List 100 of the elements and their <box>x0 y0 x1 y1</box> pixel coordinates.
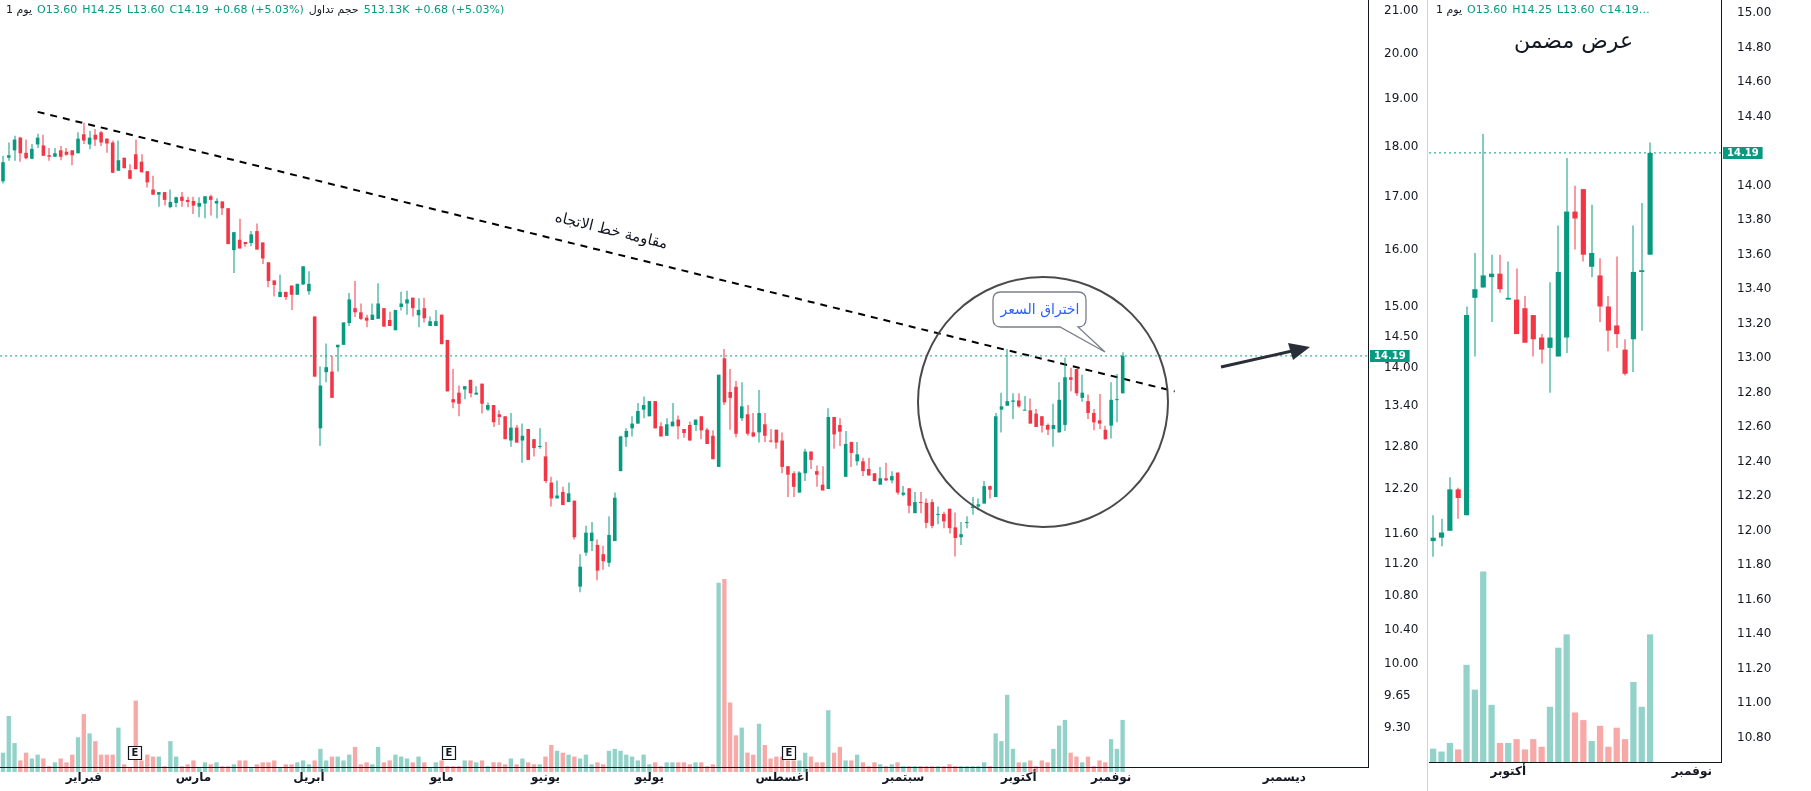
annotation: O13.60 <box>1467 3 1508 16</box>
y-tick-label: 13.40 <box>1384 398 1419 413</box>
bar <box>508 758 514 772</box>
ref-line-label: 14.19 <box>1374 350 1406 361</box>
bar <box>1488 704 1495 762</box>
bar <box>214 762 219 772</box>
annotation: E <box>785 747 793 759</box>
x-tick-label: مارس <box>175 770 212 785</box>
bar <box>1613 727 1620 762</box>
x-tick-label: أكتوبر <box>1489 763 1526 780</box>
bar <box>1480 571 1487 762</box>
bar <box>1446 742 1453 762</box>
bar <box>843 760 848 772</box>
y-tick-label: 11.60 <box>1737 591 1772 606</box>
bar <box>514 764 519 772</box>
bar <box>427 768 433 772</box>
y-tick-label: 12.80 <box>1737 384 1772 399</box>
x-tick-label: ديسمبر <box>1261 770 1306 785</box>
annotation: L13.60 <box>126 3 165 16</box>
candlestick <box>965 516 969 529</box>
y-tick-label: 11.40 <box>1737 626 1772 641</box>
bar <box>1588 741 1595 762</box>
bar <box>895 762 900 772</box>
annotation: 1 يوم <box>6 3 33 16</box>
bar <box>1571 712 1579 762</box>
text: عرض مضمن <box>1512 28 1635 53</box>
y-tick-label: 15.00 <box>1384 299 1419 314</box>
bar <box>1505 742 1512 762</box>
bar <box>520 758 525 772</box>
bar <box>1563 634 1570 762</box>
bar <box>1580 720 1587 762</box>
ref-line-label: 14.19 <box>1727 147 1759 158</box>
annotation: O13.60 <box>37 3 78 16</box>
x-tick-label: نوفمبر <box>1670 764 1712 780</box>
bar <box>1646 634 1654 762</box>
y-tick-label: 18.00 <box>1384 138 1419 153</box>
bar <box>116 727 121 772</box>
candlestick <box>451 369 455 409</box>
annotation: C14.19… <box>1599 3 1650 16</box>
bar <box>1430 748 1437 762</box>
bar <box>1471 689 1479 762</box>
y-tick-label: 11.00 <box>1737 695 1772 710</box>
x-tick-label: مايو <box>428 770 454 786</box>
bar <box>75 737 81 772</box>
x-tick-label: يونيو <box>530 770 561 786</box>
bar <box>1521 749 1529 762</box>
bar <box>1438 751 1445 762</box>
y-tick-label: 10.40 <box>1384 621 1419 636</box>
y-tick-label: 12.00 <box>1737 522 1772 537</box>
bar <box>716 582 721 772</box>
y-tick-label: 15.00 <box>1737 5 1772 20</box>
x-tick-label: يوليو <box>633 770 664 786</box>
candlestick <box>1115 374 1119 423</box>
y-tick-label: 21.00 <box>1384 2 1419 17</box>
y-tick-label: 11.60 <box>1384 525 1419 540</box>
bar <box>1630 681 1637 762</box>
annotation: E <box>445 747 453 759</box>
annotation: H14.25 <box>1512 3 1552 16</box>
y-tick-label: 12.60 <box>1737 419 1772 434</box>
bar <box>1455 749 1462 762</box>
bar <box>1108 739 1114 772</box>
candlestick <box>728 369 733 430</box>
y-tick-label: 14.60 <box>1737 74 1772 89</box>
x-tick-label: سبتمبر <box>881 770 925 785</box>
x-tick-label: نوفمبر <box>1090 770 1132 786</box>
y-tick-label: 13.80 <box>1737 212 1772 227</box>
y-tick-label: 11.20 <box>1384 556 1419 571</box>
annotation: L13.60 <box>1556 3 1595 16</box>
y-tick-label: 12.20 <box>1384 481 1419 496</box>
y-tick-label: 9.30 <box>1384 720 1411 735</box>
annotation: 1 يوم <box>1436 3 1463 16</box>
y-tick-label: 14.80 <box>1737 39 1772 54</box>
bar <box>87 733 92 772</box>
x-tick-label: أغسطس <box>755 769 809 785</box>
annotation: 513.13K <box>363 3 410 16</box>
annotation: +0.68 (+5.03%) <box>213 3 304 16</box>
bar <box>249 768 254 772</box>
x-tick-label: أكتوبر <box>1000 769 1037 786</box>
bar <box>849 760 854 772</box>
bar <box>197 768 202 772</box>
bar <box>277 768 283 772</box>
bar <box>1546 706 1554 762</box>
annotation: H14.25 <box>82 3 122 16</box>
bar <box>572 756 577 772</box>
candlestick <box>1472 252 1478 357</box>
y-tick-label: 9.65 <box>1384 687 1411 702</box>
y-tick-label: 12.20 <box>1737 488 1772 503</box>
y-tick-label: 16.00 <box>1384 242 1419 257</box>
y-tick-label: 13.00 <box>1737 350 1772 365</box>
bar <box>1605 746 1612 762</box>
bar <box>566 754 571 772</box>
candlestick <box>537 428 542 449</box>
bar <box>404 758 410 772</box>
bar <box>733 735 739 772</box>
annotation: +0.68 (+5.03%) <box>414 3 505 16</box>
bar <box>1062 719 1068 772</box>
bar <box>1621 739 1629 762</box>
bar <box>826 710 831 772</box>
bar <box>1496 742 1504 762</box>
y-tick-label: 17.00 <box>1384 188 1419 203</box>
